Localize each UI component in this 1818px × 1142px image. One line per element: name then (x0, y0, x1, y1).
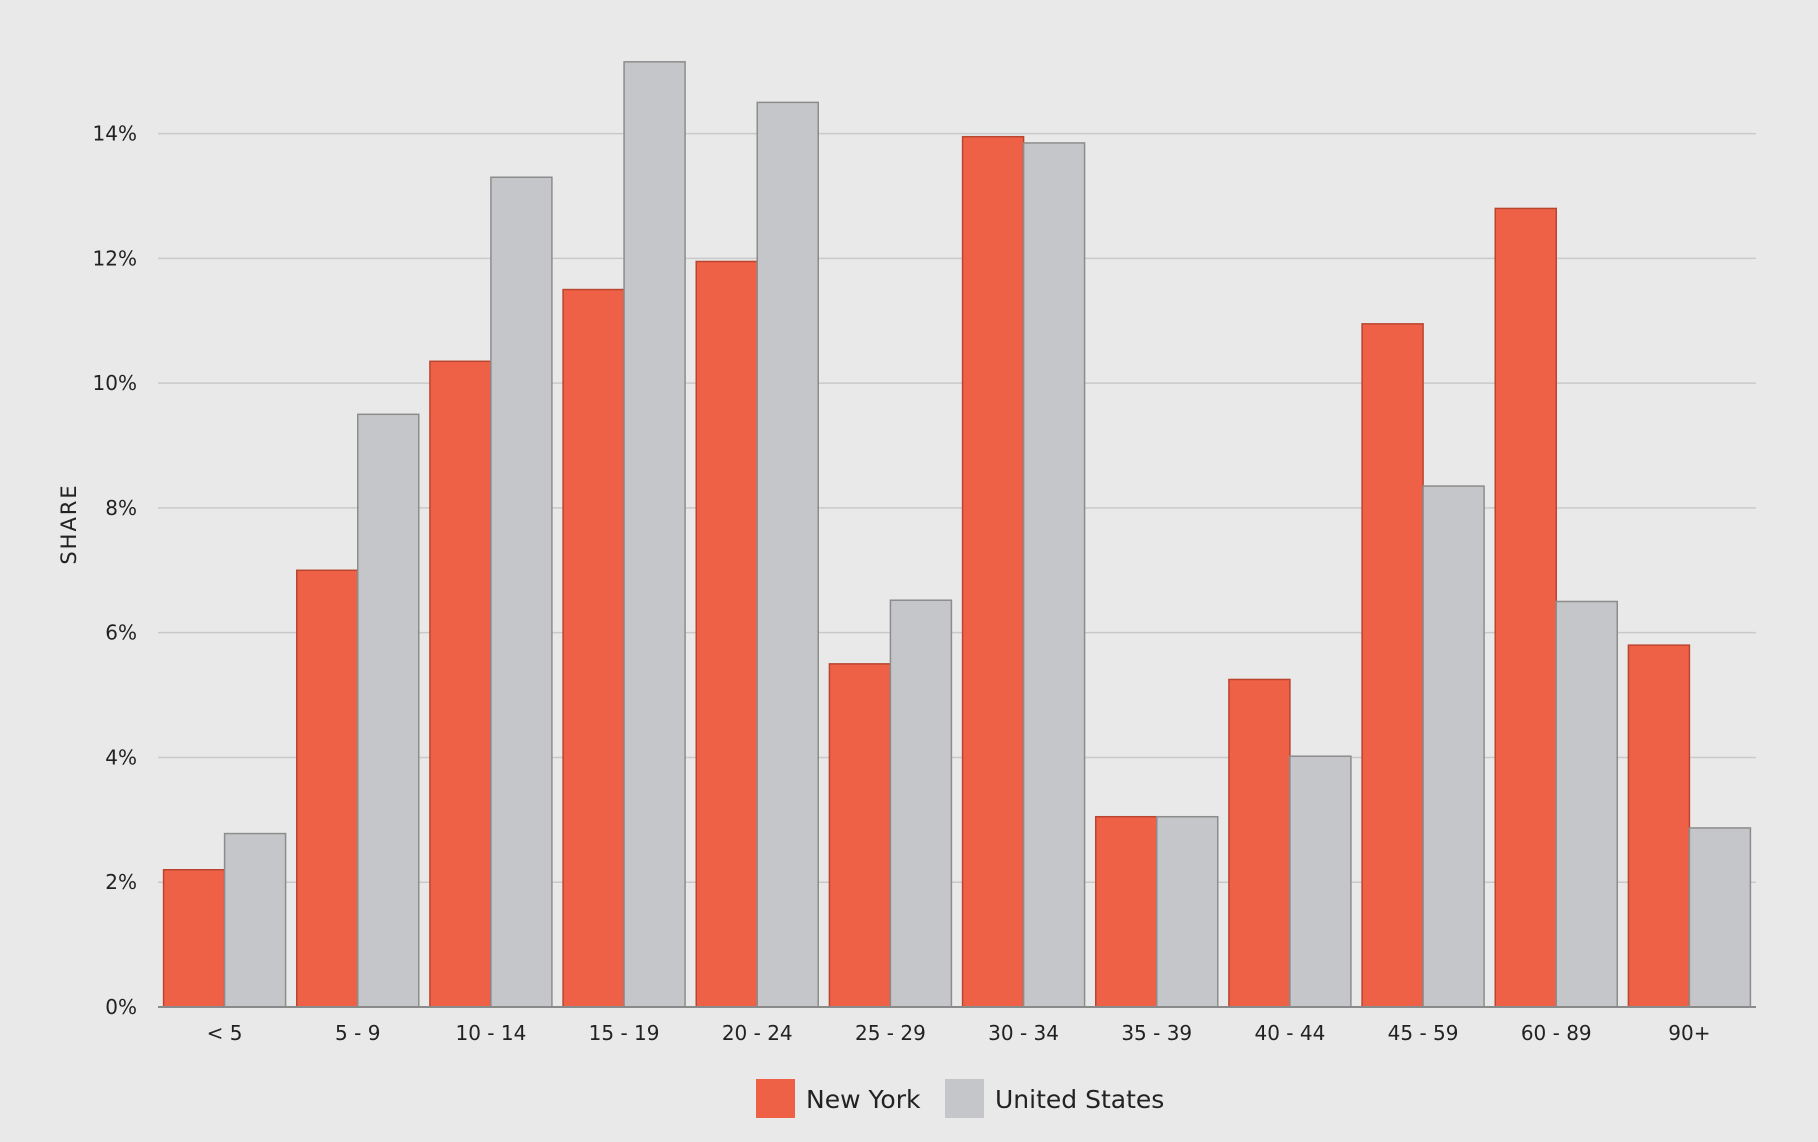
bar-united-states (1688, 827, 1752, 1008)
x-tick-label: < 5 (207, 1021, 243, 1045)
y-tick-label: 6% (105, 621, 137, 645)
x-tick-label: 30 - 34 (988, 1021, 1059, 1045)
bar-new-york (695, 260, 758, 1008)
legend-label: United States (995, 1085, 1164, 1114)
x-tick-label: 25 - 29 (855, 1021, 926, 1045)
y-tick-label: 2% (105, 870, 137, 894)
y-tick-label: 10% (93, 371, 137, 395)
x-tick-label: 90+ (1668, 1021, 1710, 1045)
bar-new-york (1494, 207, 1557, 1008)
bar-united-states (1022, 142, 1086, 1008)
legend-swatch (945, 1079, 984, 1118)
y-tick-label: 8% (105, 496, 137, 520)
bar-new-york (296, 569, 359, 1008)
bar-new-york (162, 868, 226, 1008)
x-tick-label: 5 - 9 (335, 1021, 380, 1045)
bars (162, 61, 1752, 1008)
y-tick-label: 14% (93, 122, 137, 146)
x-tick-label: 35 - 39 (1121, 1021, 1192, 1045)
x-tick-label: 15 - 19 (589, 1021, 660, 1045)
legend-label: New York (806, 1085, 921, 1114)
legend-item[interactable]: New York (756, 1079, 921, 1118)
bar-united-states (490, 176, 553, 1008)
x-tick-label: 20 - 24 (722, 1021, 793, 1045)
bar-united-states (1289, 755, 1352, 1008)
axes: 0% 2% 4% 6% 8% 10% 12% 14% < 5 5 - 9 10 - 14 15 - 1… (93, 122, 1756, 1045)
x-tick-label: 10 - 14 (455, 1021, 526, 1045)
bar-united-states (756, 101, 819, 1008)
bar-new-york (961, 135, 1025, 1008)
y-axis-title: SHARE (57, 483, 81, 564)
y-tick-label: 4% (105, 745, 137, 769)
bar-new-york (828, 663, 892, 1008)
bar-united-states (223, 832, 287, 1008)
bar-new-york (562, 288, 625, 1008)
bar-united-states (889, 599, 953, 1008)
bar-united-states (357, 413, 420, 1008)
bar-new-york (1361, 323, 1424, 1008)
bar-new-york (1228, 678, 1291, 1008)
legend: New York United States (756, 1079, 1164, 1118)
bar-new-york (429, 360, 492, 1008)
x-tick-label: 40 - 44 (1254, 1021, 1325, 1045)
bar-united-states (1422, 485, 1485, 1008)
legend-item[interactable]: United States (945, 1079, 1164, 1118)
y-tick-label: 12% (93, 246, 137, 270)
bar-united-states (623, 61, 686, 1008)
bar-new-york (1627, 644, 1691, 1008)
bar-new-york (1095, 815, 1158, 1008)
x-tick-label: 45 - 59 (1388, 1021, 1459, 1045)
bar-united-states (1555, 600, 1618, 1008)
x-tick-label: 60 - 89 (1521, 1021, 1592, 1045)
legend-swatch (756, 1079, 795, 1118)
bar-united-states (1156, 815, 1219, 1008)
gridlines (158, 132, 1756, 883)
y-tick-label: 0% (105, 995, 137, 1019)
